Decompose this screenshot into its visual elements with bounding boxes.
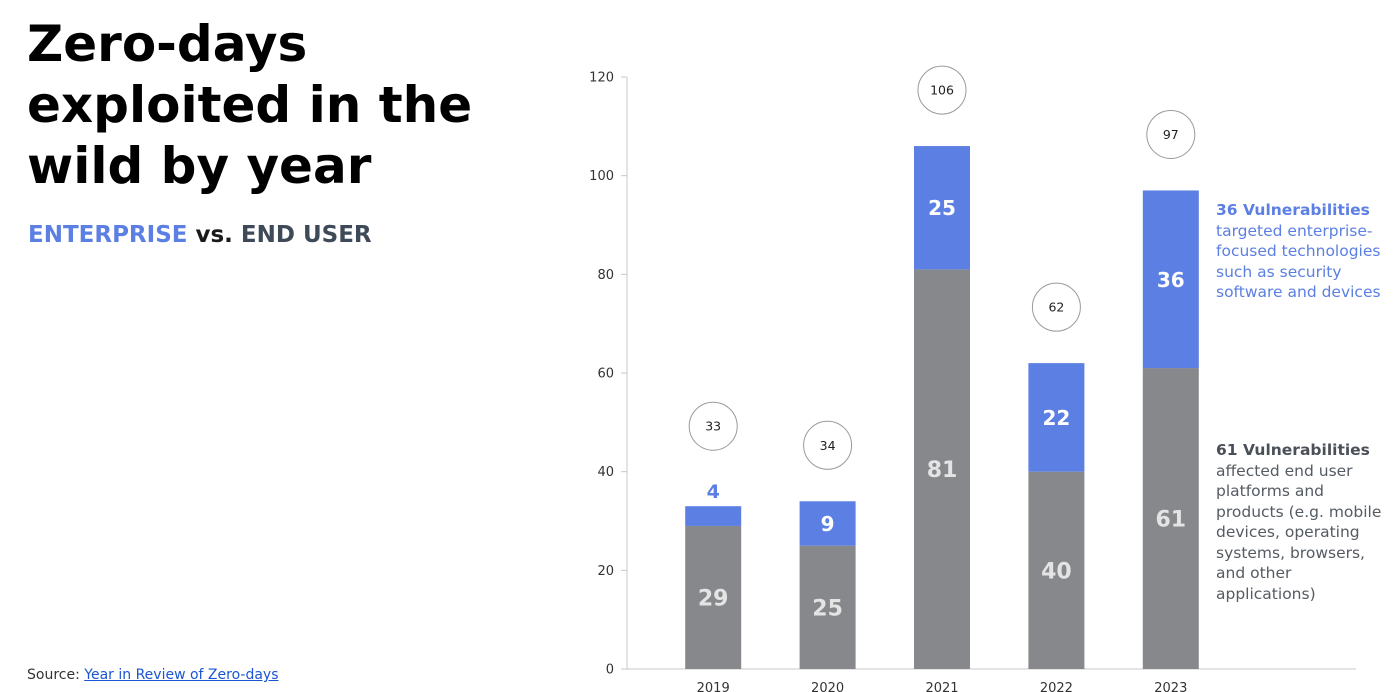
bar-enterprise <box>1028 363 1085 472</box>
end-user-value-label: 29 <box>698 586 729 611</box>
x-tick-label: 2023 <box>1154 681 1187 692</box>
bar-end-user <box>799 545 856 669</box>
source-line: Source: Year in Review of Zero-days <box>27 667 279 683</box>
total-label: 106 <box>930 83 954 98</box>
total-label: 33 <box>705 419 721 434</box>
end-user-annotation-heading: 61 Vulnerabilities <box>1216 441 1370 459</box>
bar-enterprise <box>914 146 970 270</box>
subtitle: ENTERPRISE vs. END USER <box>28 222 372 248</box>
y-tick-label: 100 <box>589 169 614 184</box>
bar-enterprise <box>799 501 856 546</box>
enterprise-annotation-heading: 36 Vulnerabilities <box>1216 201 1370 219</box>
subtitle-enterprise: ENTERPRISE <box>28 222 188 248</box>
enterprise-annotation-text: targeted enterprise-focused technologies… <box>1216 221 1381 302</box>
total-label: 34 <box>820 438 836 453</box>
x-tick-label: 2020 <box>811 681 844 692</box>
enterprise-value-label: 22 <box>1042 406 1070 430</box>
y-tick-label: 40 <box>597 465 614 480</box>
total-circle <box>1031 282 1081 332</box>
y-tick-label: 80 <box>597 268 614 283</box>
enterprise-value-label: 4 <box>707 481 720 503</box>
bar-end-user <box>1028 471 1085 669</box>
total-circle <box>917 65 967 115</box>
title-line: Zero-days <box>27 15 308 73</box>
title-line: exploited in the <box>27 76 473 134</box>
enterprise-annotation: 36 Vulnerabilities targeted enterprise-f… <box>1216 200 1394 303</box>
end-user-annotation: 61 Vulnerabilities affected end user pla… <box>1216 440 1394 604</box>
subtitle-end-user: END USER <box>240 222 372 248</box>
total-label: 62 <box>1048 300 1064 315</box>
source-link[interactable]: Year in Review of Zero-days <box>84 667 279 683</box>
y-tick-label: 120 <box>589 71 614 86</box>
enterprise-value-label: 36 <box>1157 268 1185 292</box>
end-user-value-label: 25 <box>812 596 843 621</box>
total-circle <box>803 420 853 470</box>
bar-end-user <box>685 525 742 669</box>
bar-enterprise <box>685 506 742 526</box>
end-user-value-label: 81 <box>927 458 958 483</box>
end-user-value-label: 61 <box>1155 508 1186 533</box>
enterprise-value-label: 25 <box>928 196 956 220</box>
end-user-value-label: 40 <box>1041 559 1072 584</box>
page-title: Zero-days exploited in the wild by year <box>27 14 507 197</box>
source-label: Source: <box>27 667 85 683</box>
subtitle-vs: vs. <box>187 222 241 248</box>
y-tick-label: 0 <box>606 663 614 678</box>
bar-enterprise <box>1142 190 1199 369</box>
enterprise-value-label: 9 <box>821 512 835 536</box>
total-label: 97 <box>1163 127 1179 142</box>
x-tick-label: 2022 <box>1040 681 1073 692</box>
title-line: wild by year <box>27 137 372 195</box>
y-tick-label: 60 <box>597 367 614 382</box>
x-tick-label: 2021 <box>925 681 958 692</box>
x-tick-label: 2019 <box>697 681 730 692</box>
bar-end-user <box>1142 368 1199 669</box>
total-circle <box>1146 109 1196 159</box>
y-tick-label: 20 <box>597 564 614 579</box>
total-circle <box>688 401 738 451</box>
bar-end-user <box>914 269 970 669</box>
end-user-annotation-text: affected end user platforms and products… <box>1216 461 1382 603</box>
